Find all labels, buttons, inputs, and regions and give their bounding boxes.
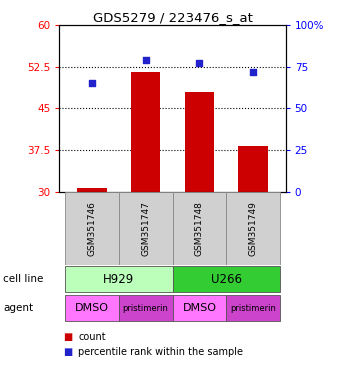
Text: GSM351748: GSM351748: [195, 201, 204, 256]
Bar: [119, 192, 173, 265]
Text: GSM351746: GSM351746: [87, 201, 96, 256]
Point: [143, 57, 148, 63]
Text: percentile rank within the sample: percentile rank within the sample: [78, 347, 243, 358]
Point: [197, 60, 202, 66]
Text: pristimerin: pristimerin: [123, 304, 169, 313]
Text: ■: ■: [63, 347, 72, 358]
Text: DMSO: DMSO: [183, 303, 217, 313]
Bar: [185, 92, 214, 192]
Point: [89, 80, 95, 86]
Bar: [77, 188, 107, 192]
Point: [251, 69, 256, 75]
Bar: [226, 192, 280, 265]
Text: H929: H929: [103, 273, 134, 286]
Text: cell line: cell line: [3, 274, 44, 285]
Bar: [226, 295, 280, 321]
Text: GSM351749: GSM351749: [249, 201, 258, 256]
Text: GSM351747: GSM351747: [141, 201, 150, 256]
Bar: [173, 295, 226, 321]
Bar: [119, 295, 173, 321]
Text: pristimerin: pristimerin: [231, 304, 276, 313]
Text: ■: ■: [63, 332, 72, 342]
Bar: [173, 192, 226, 265]
Bar: [173, 266, 280, 292]
Text: U266: U266: [211, 273, 242, 286]
Bar: [65, 295, 119, 321]
Text: DMSO: DMSO: [75, 303, 109, 313]
Text: count: count: [78, 332, 106, 342]
Title: GDS5279 / 223476_s_at: GDS5279 / 223476_s_at: [92, 11, 253, 24]
Bar: [65, 266, 173, 292]
Bar: [131, 72, 160, 192]
Text: agent: agent: [3, 303, 34, 313]
Bar: [238, 146, 268, 192]
Bar: [65, 192, 119, 265]
